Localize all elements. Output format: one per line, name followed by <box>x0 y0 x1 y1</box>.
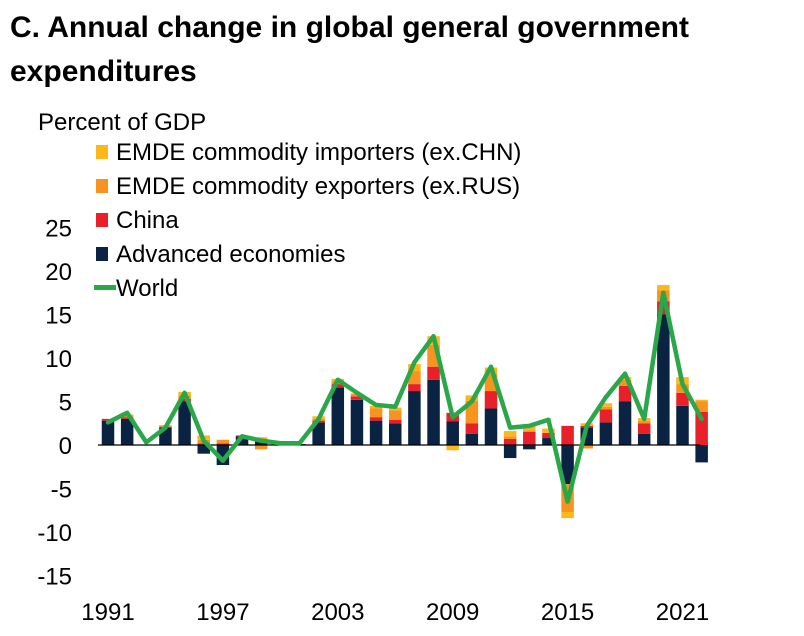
bar-advanced-economies-2008 <box>427 379 440 445</box>
legend-label-world: World <box>116 275 178 302</box>
bar-china-2006 <box>389 419 402 424</box>
bar-advanced-economies-2011 <box>484 408 498 445</box>
legend: EMDE commodity importers (ex.CHN) EMDE co… <box>94 139 521 302</box>
bar-emde-commodity-importers-ex-chn-2017 <box>599 403 613 407</box>
bar-advanced-economies-2018 <box>618 401 632 445</box>
bar-china-2005 <box>369 417 383 421</box>
x-tick-label: 1997 <box>196 599 249 626</box>
bar-china-2015 <box>561 425 574 445</box>
bar-china-1991 <box>101 418 115 421</box>
legend-label-advanced-economies: Advanced economies <box>116 241 345 268</box>
legend-swatch-advanced-economies <box>96 247 108 261</box>
bar-emde-commodity-exporters-ex-rus-2013 <box>523 430 536 432</box>
bar-emde-commodity-exporters-ex-rus-2017 <box>599 406 613 410</box>
bar-advanced-economies-2015 <box>561 445 574 485</box>
bar-advanced-economies-1992 <box>120 418 134 445</box>
bar-china-2014 <box>542 432 555 439</box>
bar-china-1995 <box>178 398 191 402</box>
bar-emde-commodity-importers-ex-chn-2014 <box>542 428 555 433</box>
bar-advanced-economies-1995 <box>178 401 191 445</box>
bar-emde-commodity-exporters-ex-rus-2019 <box>637 420 651 424</box>
bar-china-2013 <box>523 431 536 445</box>
bar-china-1992 <box>120 417 134 419</box>
y-tick-label: 0 <box>59 433 72 460</box>
y-tick-label: 15 <box>45 303 72 330</box>
world-line-group <box>105 290 704 504</box>
bar-advanced-economies-1998 <box>235 436 249 445</box>
bar-advanced-economies-2020 <box>657 314 670 445</box>
bar-emde-commodity-importers-ex-chn-2022 <box>695 399 708 402</box>
bar-china-2022 <box>695 411 708 445</box>
bar-advanced-economies-2009 <box>446 421 459 445</box>
bar-advanced-economies-2021 <box>676 405 689 445</box>
y-tick-label: -15 <box>37 564 72 591</box>
x-tick-label: 2003 <box>311 599 364 626</box>
bar-china-1997 <box>216 443 230 445</box>
bar-china-2011 <box>484 391 498 409</box>
bar-emde-commodity-importers-ex-chn-2009 <box>446 445 459 451</box>
bar-emde-commodity-importers-ex-chn-2020 <box>657 284 670 291</box>
bar-advanced-economies-2012 <box>503 445 517 459</box>
bar-emde-commodity-exporters-ex-rus-2006 <box>389 410 402 420</box>
bar-emde-commodity-exporters-ex-rus-2005 <box>369 408 383 418</box>
x-tick-label: 1991 <box>81 599 134 626</box>
bar-advanced-economies-2002 <box>312 422 325 445</box>
chart-title: C. Annual change in global general gover… <box>10 11 689 88</box>
legend-label-china: China <box>116 207 179 234</box>
bar-advanced-economies-2019 <box>637 433 651 445</box>
y-tick-label: 5 <box>59 390 72 417</box>
bar-advanced-economies-2003 <box>331 387 345 445</box>
bar-china-2019 <box>637 423 651 434</box>
bar-emde-commodity-exporters-ex-rus-2018 <box>618 379 632 386</box>
x-tick-label: 2021 <box>656 599 709 626</box>
legend-swatch-world <box>94 285 116 290</box>
bar-china-2007 <box>408 384 421 392</box>
bar-emde-commodity-importers-ex-chn-2012 <box>503 431 517 437</box>
bar-china-2021 <box>676 392 689 406</box>
y-axis-label: Percent of GDP <box>38 109 206 136</box>
bars-group <box>101 284 708 519</box>
legend-swatch-emde-commodity-exporters-ex-rus <box>96 179 108 193</box>
bar-emde-commodity-exporters-ex-rus-2022 <box>695 401 708 412</box>
bar-emde-commodity-exporters-ex-rus-1999 <box>254 445 268 450</box>
bar-advanced-economies-2005 <box>369 420 383 445</box>
bar-china-2010 <box>465 423 479 434</box>
bar-advanced-economies-2004 <box>350 399 364 445</box>
bar-china-2008 <box>427 366 440 380</box>
bar-china-2018 <box>618 385 632 402</box>
bar-advanced-economies-2014 <box>542 438 555 445</box>
legend-swatch-china <box>96 213 108 227</box>
y-tick-label: -5 <box>51 477 72 504</box>
bar-china-2004 <box>350 396 364 400</box>
bar-emde-commodity-exporters-ex-rus-2012 <box>503 436 517 439</box>
y-tick-label: -10 <box>37 520 72 547</box>
bar-emde-commodity-exporters-ex-rus-1997 <box>216 439 230 444</box>
legend-label-emde-commodity-exporters-ex-rus: EMDE commodity exporters (ex.RUS) <box>116 173 520 200</box>
bar-emde-commodity-exporters-ex-rus-2016 <box>580 445 593 449</box>
x-tick-label: 2015 <box>541 599 594 626</box>
legend-swatch-emde-commodity-importers-ex-chn <box>96 145 108 159</box>
bar-china-2003 <box>331 384 345 388</box>
y-tick-label: 25 <box>45 216 72 243</box>
world-line <box>105 290 704 504</box>
bar-emde-commodity-importers-ex-chn-2015 <box>561 511 574 519</box>
bar-advanced-economies-2017 <box>599 422 613 445</box>
bar-advanced-economies-2006 <box>389 423 402 445</box>
bar-advanced-economies-2022 <box>695 445 708 463</box>
bar-china-2017 <box>599 409 613 423</box>
bar-advanced-economies-1996 <box>197 445 210 454</box>
bar-china-2012 <box>503 438 517 445</box>
x-tick-label: 2009 <box>426 599 479 626</box>
bar-advanced-economies-2013 <box>523 445 536 450</box>
y-tick-label: 10 <box>45 346 72 373</box>
bar-advanced-economies-1991 <box>101 420 115 445</box>
y-tick-label: 20 <box>45 259 72 286</box>
bar-advanced-economies-2010 <box>465 433 479 445</box>
bar-china-1996 <box>197 443 210 445</box>
bar-advanced-economies-2007 <box>408 391 421 445</box>
legend-label-emde-commodity-importers-ex-chn: EMDE commodity importers (ex.CHN) <box>116 139 521 166</box>
